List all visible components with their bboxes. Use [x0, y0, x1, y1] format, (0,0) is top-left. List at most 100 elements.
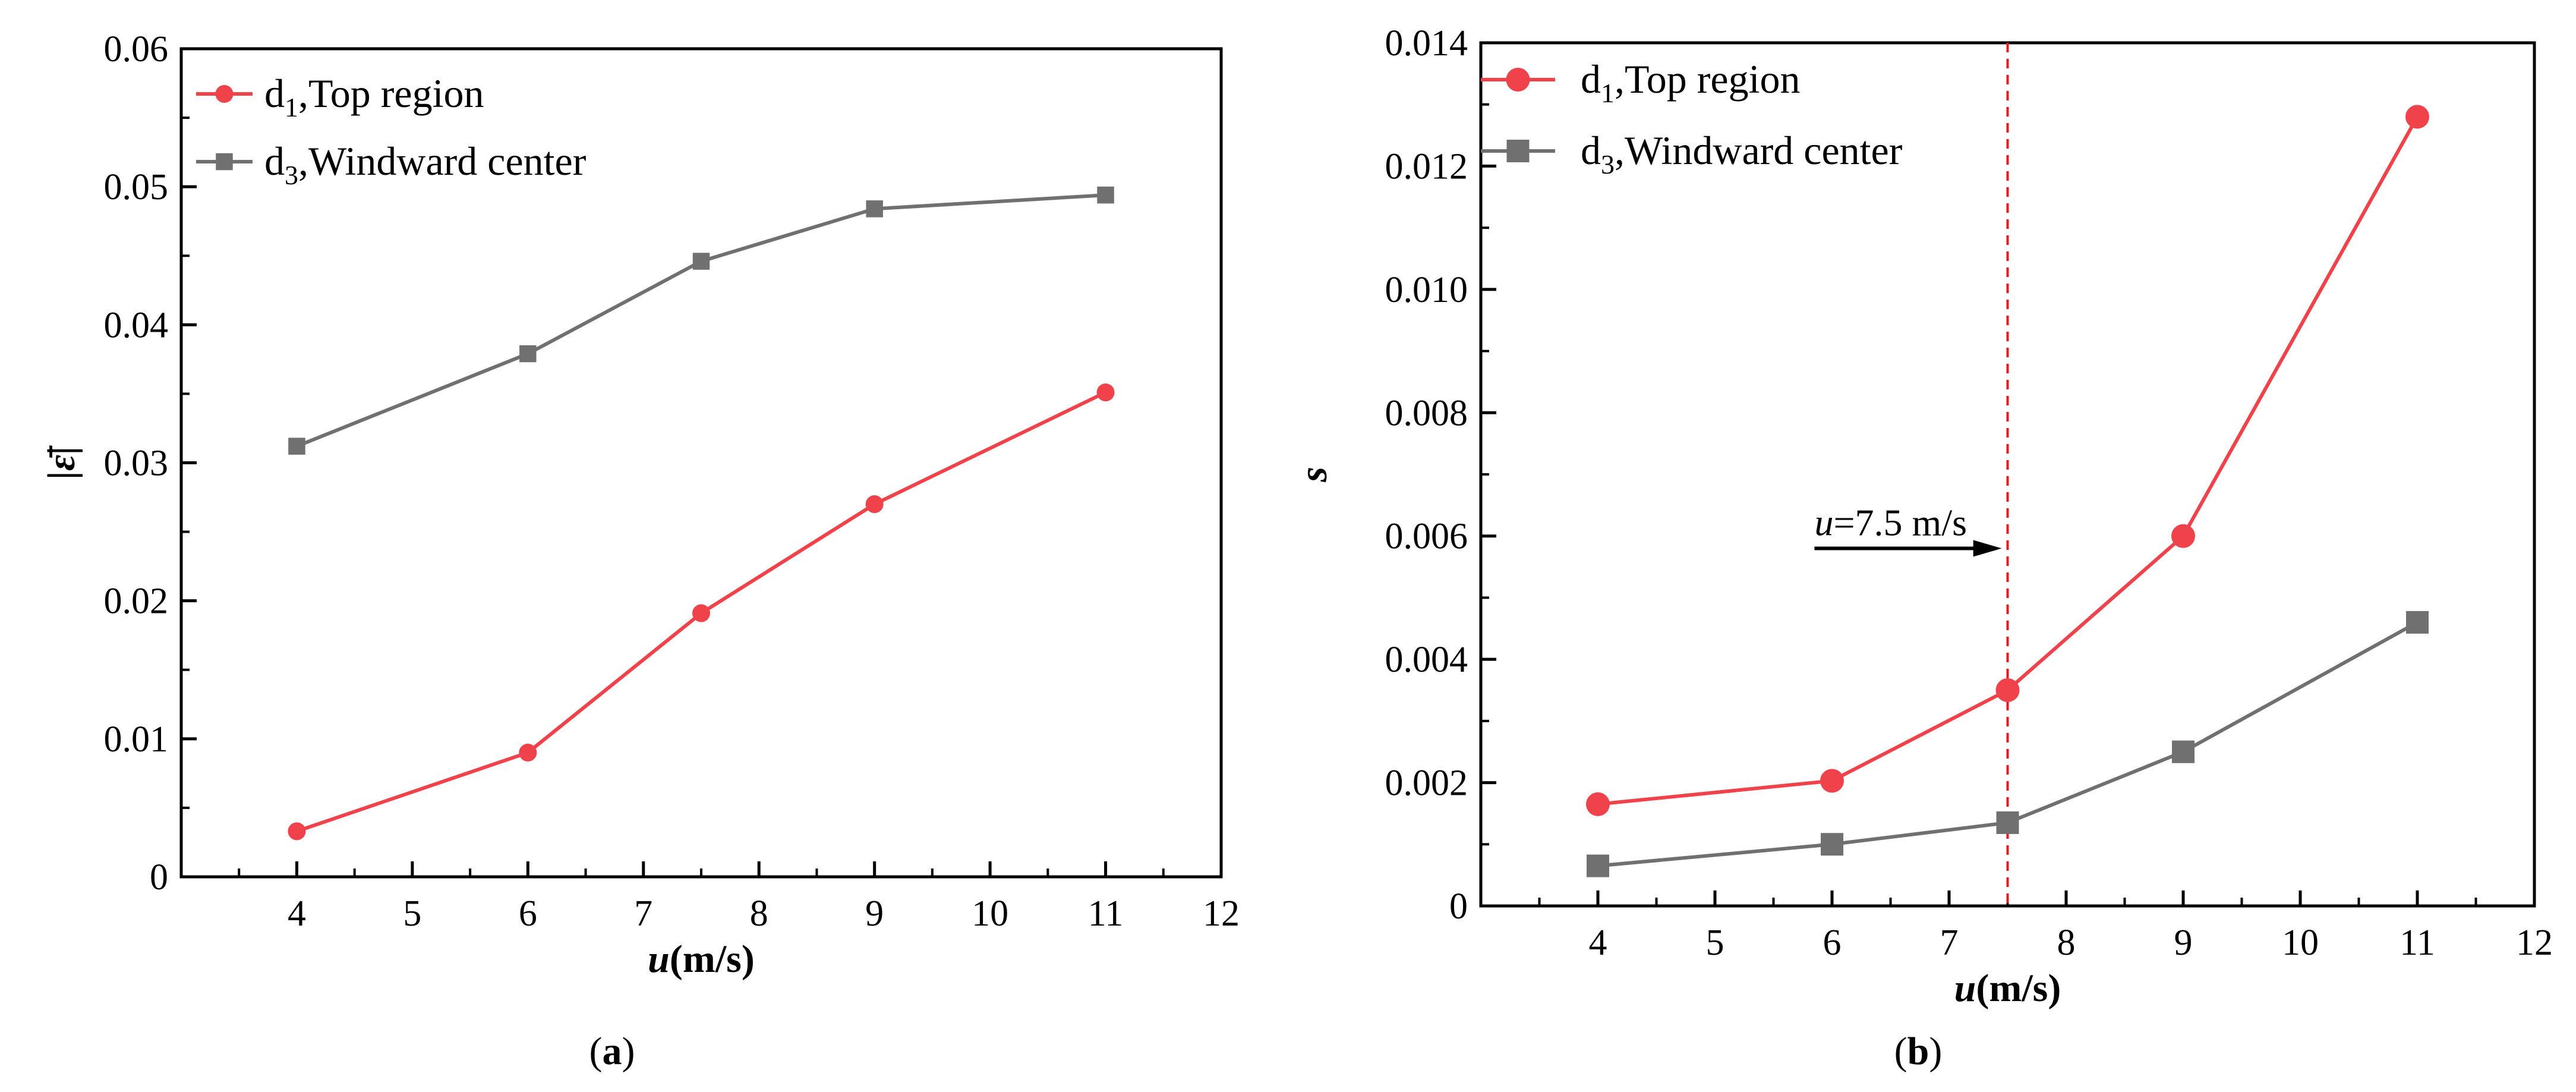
annotation-value: =7.5 m/s: [1833, 501, 1967, 543]
panel-label-letter: a: [603, 1030, 622, 1073]
y-tick-label: 0.05: [104, 167, 169, 207]
x-tick-label: 5: [403, 893, 421, 934]
y-tick-label: 0.01: [104, 719, 169, 760]
legend-label-text: ,Top region: [1615, 56, 1801, 102]
data-point: [1587, 854, 1609, 877]
y-tick-label: 0.02: [104, 581, 169, 622]
x-tick-label: 6: [519, 893, 537, 934]
y-tick-label: 0.06: [104, 29, 169, 70]
data-point: [692, 604, 710, 622]
panel-label-close: ): [1929, 1030, 1942, 1073]
y-tick-label: 0.010: [1385, 270, 1468, 310]
x-tick-label: 11: [1088, 893, 1124, 934]
data-point: [2406, 610, 2429, 634]
legend-label-text: ,Windward center: [1615, 128, 1903, 173]
series-d3-windward-center: [288, 186, 1114, 455]
x-tick-label: 9: [865, 893, 884, 934]
x-tick-label: 6: [1823, 923, 1842, 963]
legend-label-base: d: [264, 139, 285, 184]
x-tick-label: 12: [1203, 893, 1240, 934]
data-point: [519, 345, 537, 363]
y-tick-label: 0.014: [1385, 23, 1468, 64]
y-tick-label: 0.04: [104, 305, 169, 345]
legend-label-subscript: 3: [1601, 149, 1615, 180]
legend-label-subscript: 1: [285, 92, 298, 122]
x-axis-var: u: [648, 937, 670, 981]
data-point: [1586, 792, 1610, 816]
x-tick-label: 7: [1940, 923, 1959, 963]
data-point: [865, 495, 884, 514]
legend-marker: [1506, 68, 1530, 92]
y-tick-label: 0.012: [1385, 146, 1468, 187]
annotation-arrow-head: [1973, 540, 2002, 557]
data-point: [1821, 833, 1843, 856]
data-point: [1996, 811, 2019, 834]
y-tick-label: 0.002: [1385, 763, 1468, 804]
data-point: [1097, 186, 1114, 204]
x-axis-unit: (m/s): [1976, 967, 2061, 1010]
y-axis: 0 0.002 0.004 0.006 0.008 0.010 0.012 0.014: [1385, 23, 1496, 927]
legend-label: d1,Top region: [264, 71, 484, 122]
data-point: [692, 253, 710, 270]
data-point: [2405, 105, 2429, 129]
x-tick-label: 11: [2400, 923, 2435, 963]
x-tick-label: 5: [1706, 923, 1724, 963]
series-d3-windward-center: [1587, 610, 2429, 877]
panel-label-open: (: [1894, 1030, 1907, 1073]
x-axis-title: u(m/s): [648, 937, 755, 981]
panel-label: (a): [589, 1030, 635, 1073]
x-tick-label: 10: [2282, 923, 2319, 963]
y-tick-label: 0.004: [1385, 640, 1468, 680]
x-axis-title: u(m/s): [1954, 967, 2061, 1010]
legend-label-subscript: 1: [1601, 78, 1615, 108]
x-tick-label: 8: [750, 893, 768, 934]
y-tick-label: 0.03: [104, 443, 169, 484]
legend-label: d1,Top region: [1581, 56, 1801, 108]
chart-panel-a: 4 5 6 7 8 9 10 11 12 0 0.01 0.02 0.03 0.04 0.05 0.06 u(m…: [40, 29, 1240, 1073]
x-tick-label: 10: [972, 893, 1008, 934]
legend-label-base: d: [1581, 128, 1601, 173]
y-axis-title: s: [1292, 467, 1335, 483]
x-axis-unit: (m/s): [670, 937, 755, 981]
legend-marker: [216, 153, 233, 171]
y-tick-label: 0.008: [1385, 393, 1468, 433]
data-point: [866, 200, 883, 218]
data-point: [519, 744, 537, 762]
y-tick-label: 0.006: [1385, 517, 1468, 557]
data-point: [1820, 769, 1844, 793]
y-tick-label: 0: [1449, 886, 1468, 927]
legend-label-base: d: [264, 71, 285, 116]
data-point: [1995, 678, 2020, 702]
annotation-var: u: [1814, 501, 1833, 543]
panel-label-close: ): [622, 1030, 635, 1073]
x-tick-label: 4: [288, 893, 306, 934]
chart-panel-b: 4 5 6 7 8 9 10 11 12 0 0.002 0.004 0.006 0.008 0.010 0.…: [1292, 23, 2553, 1073]
x-axis: 4 5 6 7 8 9 10 11 12: [238, 861, 1240, 934]
legend-label-base: d: [1581, 56, 1601, 102]
x-tick-label: 12: [2516, 923, 2553, 963]
legend-label: d3,Windward center: [264, 139, 587, 190]
legend-label-text: ,Top region: [298, 71, 484, 116]
x-tick-label: 7: [634, 893, 652, 934]
annotation-label: u=7.5 m/s: [1814, 501, 1967, 543]
panel-label: (b): [1894, 1030, 1943, 1073]
y-axis-title: |ε̄|: [40, 445, 83, 480]
panel-label-open: (: [589, 1030, 603, 1073]
data-point: [1096, 383, 1115, 402]
legend: d1,Top region d3,Windward center: [196, 71, 587, 190]
data-point: [2172, 740, 2195, 763]
x-axis-var: u: [1954, 967, 1976, 1010]
legend-label-text: ,Windward center: [298, 139, 587, 184]
x-tick-label: 9: [2174, 923, 2193, 963]
x-tick-label: 4: [1589, 923, 1607, 963]
y-axis: 0 0.01 0.02 0.03 0.04 0.05 0.06: [104, 29, 197, 898]
data-point: [288, 822, 306, 841]
series-d1-top-region: [1586, 105, 2429, 816]
series-line: [296, 193, 1106, 448]
y-tick-label: 0: [150, 857, 168, 898]
legend-marker: [215, 85, 234, 103]
legend-marker: [1506, 140, 1530, 162]
x-tick-label: 8: [2057, 923, 2076, 963]
